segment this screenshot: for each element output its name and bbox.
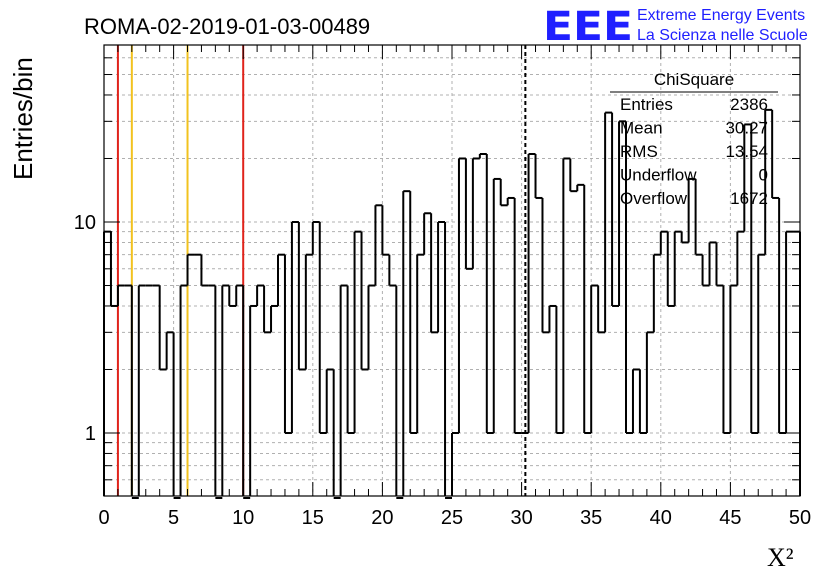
stats-value: 1672 — [730, 189, 768, 208]
logo-line-2: La Scienza nelle Scuole — [637, 27, 808, 44]
x-tick-label: 15 — [302, 507, 324, 529]
x-tick-label: 50 — [789, 507, 811, 529]
stats-value: 13.54 — [725, 142, 768, 161]
x-tick-label: 10 — [232, 507, 254, 529]
x-tick-label: 5 — [168, 507, 179, 529]
stats-value: 0 — [759, 166, 768, 185]
x-axis-title: X² — [767, 543, 794, 572]
eee-logo: EEE Extreme Energy Events La Scienza nel… — [543, 4, 808, 50]
reference-lines — [116, 45, 527, 496]
stats-label: Mean — [620, 119, 663, 138]
x-tick-label: 35 — [580, 507, 602, 529]
x-tick-label: 45 — [719, 507, 741, 529]
stats-label: Overflow — [620, 189, 688, 208]
logo-line-1: Extreme Energy Events — [637, 7, 805, 24]
run-title: ROMA-02-2019-01-03-00489 — [84, 14, 370, 39]
x-tick-label: 25 — [441, 507, 463, 529]
logo-text: EEE — [543, 4, 633, 50]
stats-value: 2386 — [730, 95, 768, 114]
y-tick-label: 10 — [74, 212, 96, 234]
axis-ticks: 0 5 10 15 20 25 30 35 40 45 50 1 10 — [74, 45, 811, 529]
stats-label: RMS — [620, 142, 658, 161]
grid-lines — [104, 45, 800, 496]
y-tick-label: 1 — [85, 423, 96, 445]
stats-label: Entries — [620, 95, 673, 114]
stats-title: ChiSquare — [654, 70, 734, 89]
y-axis-title: Entries/bin — [8, 57, 38, 180]
x-tick-label: 20 — [371, 507, 393, 529]
stats-box: ChiSquare Entries 2386 Mean 30.27 RMS 13.54 Un… — [610, 70, 778, 208]
x-tick-label: 30 — [510, 507, 532, 529]
x-tick-label: 0 — [98, 507, 109, 529]
x-tick-label: 40 — [650, 507, 672, 529]
stats-label: Underflow — [620, 166, 697, 185]
stats-value: 30.27 — [725, 119, 768, 138]
histogram-series — [103, 108, 801, 499]
